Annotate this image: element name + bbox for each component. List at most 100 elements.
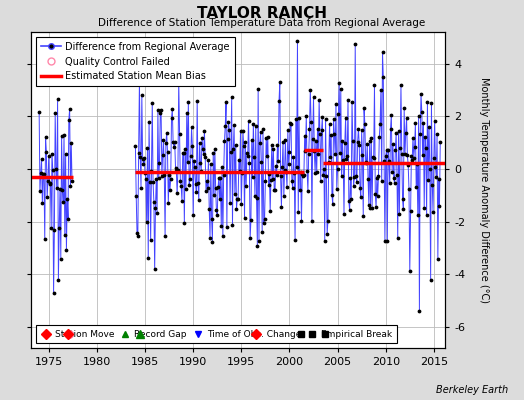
Point xyxy=(189,212,198,218)
Point xyxy=(408,157,417,163)
Point xyxy=(358,152,367,158)
Point xyxy=(192,189,201,196)
Point xyxy=(135,78,144,85)
Point xyxy=(50,227,59,234)
Point xyxy=(275,98,283,104)
Point xyxy=(230,122,238,128)
Point xyxy=(58,132,66,139)
Point xyxy=(385,158,393,164)
Point xyxy=(239,143,248,150)
Point xyxy=(60,132,68,138)
Point xyxy=(418,109,426,115)
Point xyxy=(194,197,203,203)
Point xyxy=(276,79,284,85)
Point xyxy=(170,138,179,145)
Point xyxy=(359,213,367,219)
Point xyxy=(290,170,299,176)
Point xyxy=(201,154,210,160)
Point xyxy=(55,224,63,231)
Point xyxy=(54,276,62,283)
Point xyxy=(407,152,416,159)
Point xyxy=(352,173,360,180)
Point xyxy=(386,180,394,186)
Point xyxy=(184,99,192,105)
Point xyxy=(193,98,201,104)
Point xyxy=(144,255,152,262)
Point xyxy=(236,128,245,134)
Point xyxy=(325,121,334,127)
Point xyxy=(299,173,307,180)
Point xyxy=(205,206,213,212)
Point xyxy=(187,153,195,159)
Point xyxy=(277,204,286,210)
Point xyxy=(350,183,358,189)
Point xyxy=(435,203,444,209)
Point xyxy=(208,216,216,222)
Point xyxy=(203,178,211,185)
Point xyxy=(190,158,198,164)
Point xyxy=(399,206,408,212)
Point xyxy=(182,186,190,192)
Point xyxy=(398,195,407,202)
Point xyxy=(169,139,177,145)
Point xyxy=(265,181,273,188)
Point xyxy=(424,177,432,183)
Point xyxy=(373,175,381,181)
Point xyxy=(292,116,300,122)
Point xyxy=(282,169,290,176)
Point xyxy=(433,131,441,138)
Text: TAYLOR RANCH: TAYLOR RANCH xyxy=(197,6,327,21)
Point xyxy=(312,138,320,144)
Legend: Station Move, Record Gap, Time of Obs. Change, Empirical Break: Station Move, Record Gap, Time of Obs. C… xyxy=(36,326,397,344)
Point xyxy=(152,176,160,182)
Point xyxy=(401,150,409,157)
Point xyxy=(244,118,253,124)
Point xyxy=(253,195,261,202)
Point xyxy=(264,134,272,140)
Point xyxy=(425,166,434,172)
Point xyxy=(334,111,343,117)
Point xyxy=(172,167,180,174)
Point xyxy=(311,170,319,176)
Point xyxy=(403,152,411,158)
Point xyxy=(279,138,287,145)
Point xyxy=(286,120,294,126)
Point xyxy=(421,133,429,140)
Point xyxy=(293,38,302,44)
Point xyxy=(42,149,50,155)
Point xyxy=(47,224,56,231)
Point xyxy=(253,243,261,249)
Point xyxy=(364,176,372,182)
Point xyxy=(407,208,415,214)
Point xyxy=(387,112,396,118)
Point xyxy=(355,142,364,148)
Point xyxy=(371,190,379,197)
Point xyxy=(329,201,337,208)
Point xyxy=(155,160,163,167)
Point xyxy=(179,150,187,156)
Point xyxy=(344,97,352,103)
Point xyxy=(224,118,233,125)
Point xyxy=(351,41,359,47)
Point xyxy=(316,131,324,137)
Point xyxy=(166,187,174,193)
Point xyxy=(208,239,216,245)
Point xyxy=(300,172,308,178)
Point xyxy=(151,204,160,211)
Point xyxy=(283,184,291,191)
Point xyxy=(135,150,143,156)
Point xyxy=(354,138,362,145)
Point xyxy=(303,168,311,174)
Point xyxy=(377,86,385,93)
Point xyxy=(53,96,62,102)
Point xyxy=(327,132,335,138)
Point xyxy=(212,185,220,191)
Point xyxy=(177,182,185,189)
Point xyxy=(427,100,435,106)
Point xyxy=(259,126,267,132)
Point xyxy=(319,172,328,178)
Point xyxy=(196,160,204,166)
Point xyxy=(194,179,202,186)
Point xyxy=(158,152,167,158)
Text: Difference of Station Temperature Data from Regional Average: Difference of Station Temperature Data f… xyxy=(99,18,425,28)
